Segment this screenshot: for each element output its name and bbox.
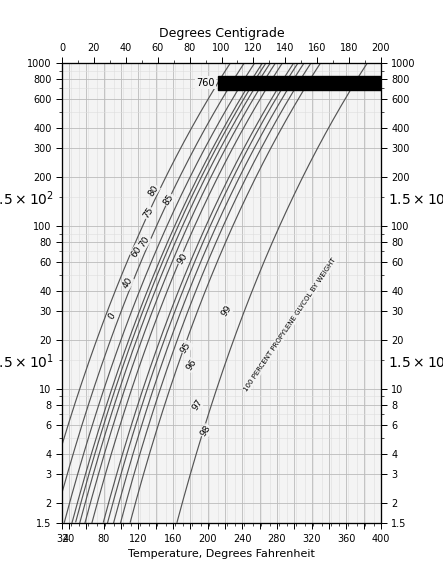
Text: 95: 95 [179, 340, 193, 355]
X-axis label: Degrees Centigrade: Degrees Centigrade [159, 27, 284, 40]
Text: 760: 760 [196, 78, 214, 87]
Text: 0: 0 [107, 311, 118, 321]
Text: 60: 60 [130, 244, 144, 259]
Text: 70: 70 [137, 235, 152, 249]
Text: 80: 80 [146, 183, 160, 198]
Text: 90: 90 [175, 251, 190, 266]
Text: 40: 40 [121, 275, 135, 290]
Text: 100 PERCENT PROPYLENE GLYCOL BY WEIGHT: 100 PERCENT PROPYLENE GLYCOL BY WEIGHT [243, 256, 337, 392]
Text: 75: 75 [142, 206, 155, 221]
Text: 99: 99 [220, 304, 233, 319]
Text: 98: 98 [199, 424, 213, 439]
Text: 96: 96 [184, 358, 198, 373]
Text: 85: 85 [162, 193, 175, 207]
X-axis label: Temperature, Degrees Fahrenheit: Temperature, Degrees Fahrenheit [128, 549, 315, 559]
Bar [218, 76, 381, 90]
Text: 97: 97 [190, 397, 204, 412]
